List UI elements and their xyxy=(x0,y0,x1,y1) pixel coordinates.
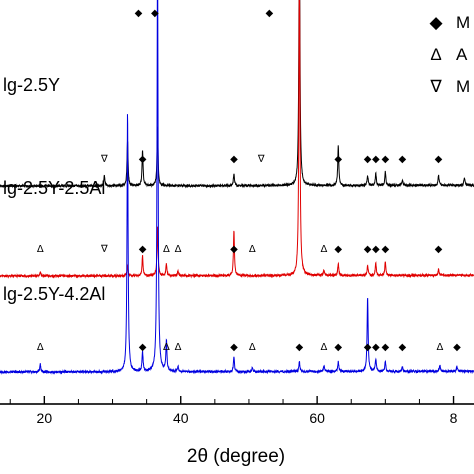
phase-marker-top: ◆ xyxy=(266,8,274,19)
phase-marker: ◆ xyxy=(334,342,342,353)
phase-marker: Δ xyxy=(163,244,170,255)
x-tick-label: 60 xyxy=(309,410,325,426)
legend-label: M xyxy=(456,13,470,32)
phase-marker: ◆ xyxy=(364,154,372,165)
series-line-2 xyxy=(0,0,474,279)
phase-marker: Δ xyxy=(321,342,328,353)
phase-marker: Δ xyxy=(175,342,182,353)
phase-marker: ◆ xyxy=(139,244,147,255)
plot-frame xyxy=(0,403,474,405)
phase-marker: ∇ xyxy=(100,244,108,255)
phase-marker: Δ xyxy=(37,244,44,255)
phase-marker: ◆ xyxy=(364,342,372,353)
phase-marker: ◆ xyxy=(399,154,407,165)
x-tick-label: 8 xyxy=(450,410,458,426)
series-label-3: lg-2.5Y-4.2Al xyxy=(3,284,105,304)
phase-markers: ◆ ◆ ◆ ◆ ◆ ◆ ◆ ◆∇ ∇Δ Δ Δ Δ Δ◆ ◆ ◆ ◆ ◆ ◆ ◆∇Δ Δ Δ Δ Δ Δ◆ ◆ ◆ ◆ ◆ ◆ ◆ ◆ ◆◆ ◆… xyxy=(37,8,461,353)
series-label-1: lg-2.5Y xyxy=(3,75,60,95)
series-line-3 xyxy=(0,0,474,375)
phase-marker: ◆ xyxy=(381,154,389,165)
traces xyxy=(0,0,474,375)
series-line-1 xyxy=(0,0,474,189)
phase-marker: ∇ xyxy=(100,154,108,165)
x-axis-label: 2θ (degree) xyxy=(187,446,285,467)
phase-marker: ◆ xyxy=(399,342,407,353)
phase-marker: ◆ xyxy=(381,342,389,353)
phase-marker: ∇ xyxy=(257,154,265,165)
phase-marker: ◆ xyxy=(372,154,380,165)
phase-marker: ◆ xyxy=(372,342,380,353)
phase-marker: ◆ xyxy=(139,154,147,165)
x-tick-label: 20 xyxy=(37,410,53,426)
phase-marker: Δ xyxy=(321,244,328,255)
phase-marker: Δ xyxy=(175,244,182,255)
phase-marker-top: ◆ xyxy=(151,8,159,19)
phase-marker: ◆ xyxy=(296,342,304,353)
phase-marker: ◆ xyxy=(230,154,238,165)
phase-marker: ◆ xyxy=(435,244,443,255)
x-axis: 20 40 60 8 xyxy=(9,396,458,426)
phase-marker: ◆ xyxy=(334,244,342,255)
legend-label: M xyxy=(456,77,470,96)
phase-marker: ◆ xyxy=(453,342,461,353)
phase-marker: ◆ xyxy=(139,342,147,353)
phase-marker: Δ xyxy=(163,342,170,353)
phase-marker: ◆ xyxy=(372,244,380,255)
legend-label: A xyxy=(456,45,468,64)
series-labels: lg-2.5Y lg-2.5Y-2.5Al lg-2.5Y-4.2Al xyxy=(3,75,105,304)
phase-marker: ◆ xyxy=(334,154,342,165)
phase-marker: Δ xyxy=(436,342,443,353)
series-label-2: lg-2.5Y-2.5Al xyxy=(3,178,105,198)
phase-marker: Δ xyxy=(249,244,256,255)
legend: ◆ MΔ A ∇ M xyxy=(429,13,470,96)
phase-marker: ◆ xyxy=(364,244,372,255)
phase-marker: ◆ xyxy=(230,342,238,353)
legend-symbol: ∇ xyxy=(429,77,442,96)
phase-marker: ◆ xyxy=(230,244,238,255)
phase-marker-top: ◆ xyxy=(135,8,143,19)
phase-marker: ◆ xyxy=(435,154,443,165)
x-tick-label: 40 xyxy=(173,410,189,426)
phase-marker: ◆ xyxy=(381,244,389,255)
phase-marker: Δ xyxy=(249,342,256,353)
phase-marker: Δ xyxy=(37,342,44,353)
legend-symbol: Δ xyxy=(430,45,441,64)
legend-symbol: ◆ xyxy=(429,13,443,32)
